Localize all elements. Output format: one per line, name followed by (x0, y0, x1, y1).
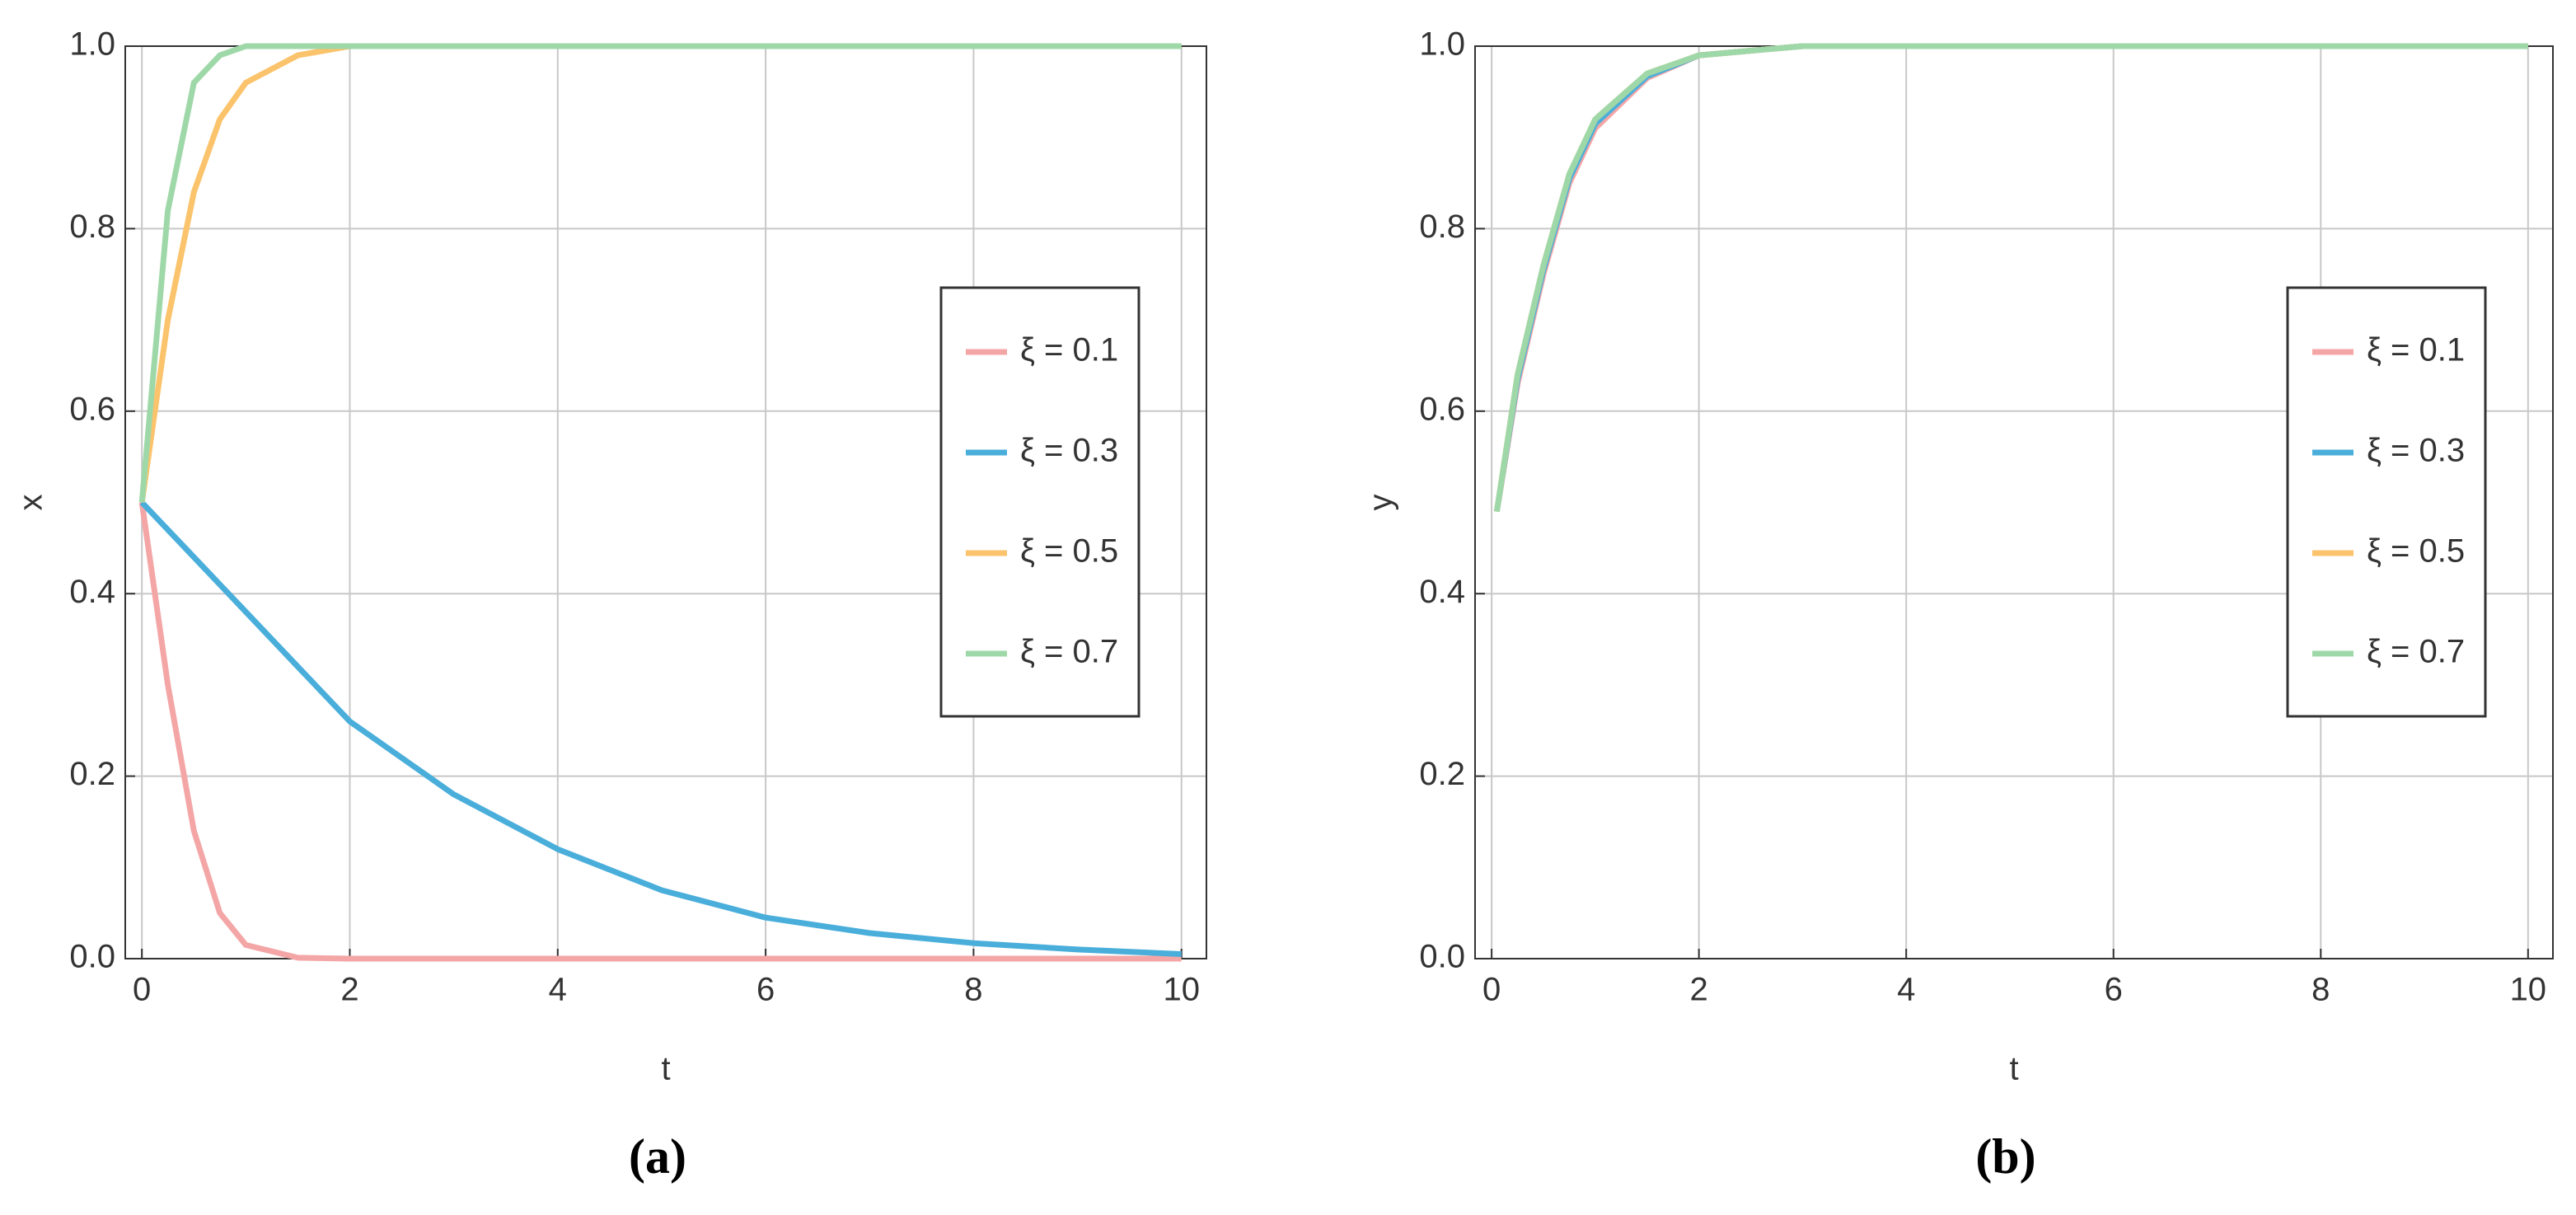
y-tick-label: 0.4 (69, 574, 115, 610)
y-tick-label: 0.0 (1419, 939, 1465, 975)
legend-box (2286, 286, 2487, 718)
y-tick-label: 1.0 (1419, 26, 1465, 63)
legend-label: ξ = 0.1 (1020, 332, 1118, 368)
x-tick-label: 8 (2311, 972, 2330, 1008)
panel-label: (b) (1975, 1129, 2035, 1184)
legend-label: ξ = 0.5 (1020, 533, 1118, 570)
series-line (138, 502, 1182, 962)
legend-label: ξ = 0.1 (2367, 332, 2465, 368)
legend-label: ξ = 0.3 (1020, 433, 1118, 469)
x-tick-label: 0 (133, 972, 151, 1008)
y-tick-label: 0.0 (69, 939, 115, 975)
y-axis-label: x (13, 495, 49, 511)
x-tick-label: 10 (2510, 972, 2547, 1008)
x-axis-label: t (2009, 1051, 2018, 1087)
y-tick-label: 0.8 (69, 209, 115, 245)
y-axis-label: y (1363, 495, 1399, 511)
y-tick-label: 0.2 (1419, 756, 1465, 792)
x-tick-label: 0 (1482, 972, 1501, 1008)
y-tick-label: 0.6 (69, 391, 115, 427)
y-tick-label: 0.2 (69, 756, 115, 792)
legend-box (939, 286, 1140, 718)
series-line (139, 500, 1182, 957)
legend-label: ξ = 0.7 (1020, 634, 1118, 670)
x-tick-label: 2 (340, 972, 358, 1008)
series-line (1493, 43, 2528, 513)
x-tick-label: 4 (549, 972, 567, 1008)
y-tick-label: 0.4 (1419, 574, 1465, 610)
y-tick-label: 1.0 (69, 26, 115, 63)
x-tick-label: 2 (1690, 972, 1708, 1008)
panel-label: (a) (629, 1129, 686, 1184)
y-tick-label: 0.6 (1419, 391, 1465, 427)
x-tick-label: 6 (756, 972, 775, 1008)
x-tick-label: 8 (964, 972, 982, 1008)
legend-label: ξ = 0.7 (2367, 634, 2465, 670)
y-tick-label: 0.8 (1419, 209, 1465, 245)
x-axis-label: t (661, 1051, 670, 1087)
x-tick-label: 10 (1163, 972, 1200, 1008)
x-tick-label: 6 (2105, 972, 2123, 1008)
series-line (138, 43, 1182, 503)
x-tick-label: 4 (1897, 972, 1915, 1008)
legend-label: ξ = 0.3 (2367, 433, 2465, 469)
legend-label: ξ = 0.5 (2367, 533, 2465, 570)
